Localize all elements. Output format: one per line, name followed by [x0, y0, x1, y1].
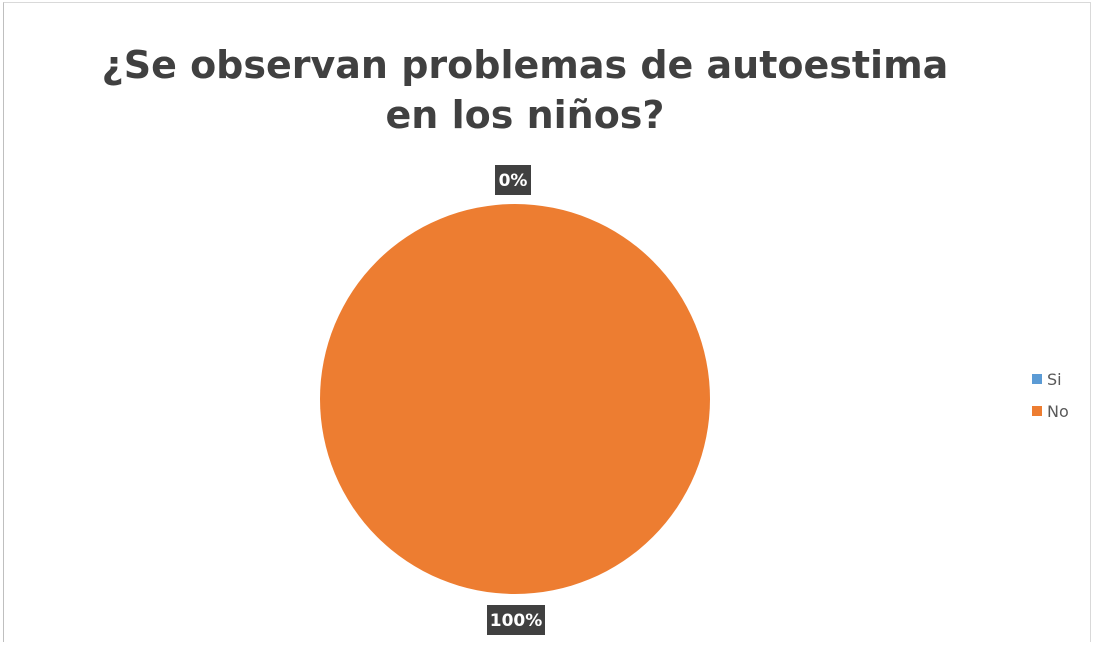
pie-slice-no [320, 204, 710, 594]
legend-item-no: No [1032, 398, 1069, 424]
legend-swatch [1032, 406, 1042, 416]
data-label-si: 0% [495, 165, 531, 195]
data-label-text: 100% [490, 611, 543, 631]
legend: Si No [1032, 366, 1069, 430]
legend-label: Si [1047, 369, 1062, 389]
data-label-no: 100% [487, 605, 545, 635]
legend-swatch [1032, 374, 1042, 384]
chart-title: ¿Se observan problemas de autoestima en … [101, 43, 949, 137]
data-label-text: 0% [499, 171, 528, 191]
data-label-box [487, 605, 545, 635]
legend-label: No [1047, 401, 1069, 421]
data-label-box [495, 165, 531, 195]
legend-item-si: Si [1032, 366, 1069, 392]
chart-frame [3, 2, 1091, 642]
